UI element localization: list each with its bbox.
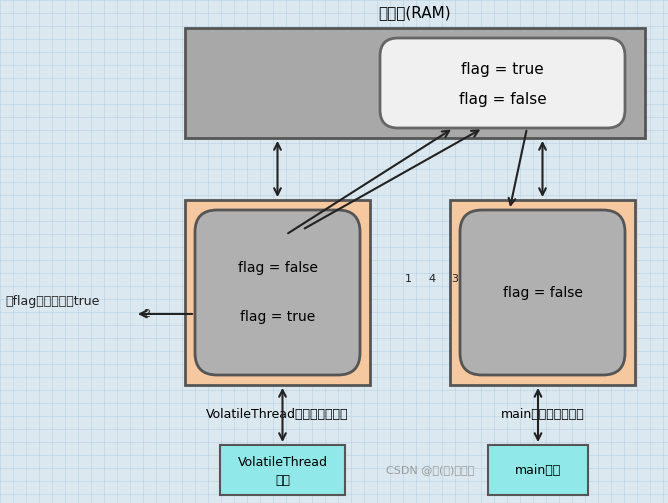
Bar — [185, 200, 370, 385]
Bar — [185, 28, 645, 138]
Bar — [488, 445, 588, 495]
Text: flag = true: flag = true — [240, 310, 315, 324]
Text: main线程: main线程 — [515, 463, 561, 476]
Text: flag = false: flag = false — [502, 286, 582, 299]
FancyBboxPatch shape — [460, 210, 625, 375]
Bar — [220, 445, 345, 495]
Text: flag = true: flag = true — [461, 62, 544, 77]
Text: 把flag的値更改为true: 把flag的値更改为true — [5, 295, 100, 308]
Text: 3: 3 — [452, 274, 458, 284]
Bar — [450, 200, 635, 385]
Text: 主内存(RAM): 主内存(RAM) — [379, 5, 452, 20]
Text: flag = false: flag = false — [459, 92, 546, 107]
Text: 1: 1 — [405, 274, 411, 284]
FancyBboxPatch shape — [195, 210, 360, 375]
FancyBboxPatch shape — [380, 38, 625, 128]
Text: VolatileThread: VolatileThread — [238, 456, 327, 469]
Text: 2: 2 — [143, 309, 150, 319]
Text: main线程的工作内存: main线程的工作内存 — [500, 408, 584, 422]
Text: 4: 4 — [428, 274, 436, 284]
Text: flag = false: flag = false — [238, 261, 317, 275]
Text: VolatileThread线程的工作内存: VolatileThread线程的工作内存 — [206, 408, 349, 422]
Text: CSDN @广(工)朋友下: CSDN @广(工)朋友下 — [386, 465, 474, 475]
Text: 线程: 线程 — [275, 474, 290, 487]
